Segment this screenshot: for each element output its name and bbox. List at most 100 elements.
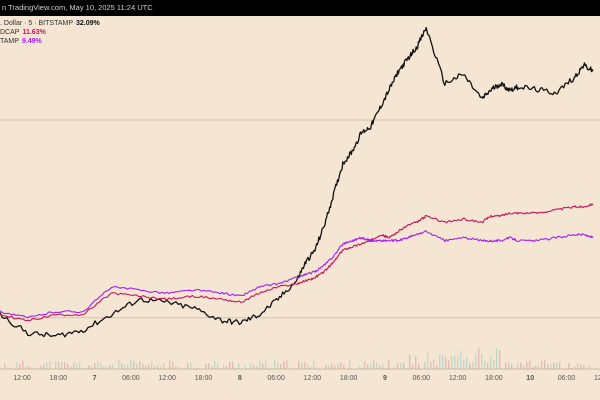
volume-bar bbox=[232, 361, 234, 372]
legend-name-2: TAMP bbox=[0, 38, 19, 45]
volume-bar bbox=[88, 364, 90, 372]
volume-bar bbox=[448, 360, 450, 372]
x-tick-label: 18:00 bbox=[50, 375, 68, 382]
volume-bar bbox=[475, 354, 477, 372]
volume-bar bbox=[121, 363, 123, 372]
volume-bar bbox=[4, 363, 6, 372]
volume-bar bbox=[553, 362, 555, 372]
volume-bar bbox=[415, 356, 417, 372]
volume-bar bbox=[205, 364, 207, 372]
x-tick-label: 12:00 bbox=[13, 375, 31, 382]
volume-bar bbox=[139, 361, 141, 372]
volume-bar bbox=[58, 362, 60, 372]
volume-bar bbox=[340, 361, 342, 372]
volume-bar bbox=[217, 363, 219, 372]
volume-bar bbox=[400, 362, 402, 372]
x-tick-label: 9 bbox=[383, 375, 387, 382]
volume-bar bbox=[412, 364, 414, 372]
volume-bar bbox=[313, 360, 315, 372]
volume-bar bbox=[469, 363, 471, 372]
x-tick-label: 06:00 bbox=[267, 375, 285, 382]
legend: . Dollar · 5 · BITSTAMP 32.09% DCAP 11.63%… bbox=[0, 19, 100, 46]
volume-bar bbox=[100, 362, 102, 372]
x-tick-label: 7 bbox=[93, 375, 97, 382]
x-tick-label: 12:00 bbox=[449, 375, 467, 382]
volume-bar bbox=[388, 360, 390, 372]
volume-bar bbox=[472, 362, 474, 372]
volume-bar bbox=[487, 362, 489, 372]
volume-bar bbox=[493, 359, 495, 372]
volume-bar bbox=[577, 362, 579, 372]
volume-bar bbox=[445, 357, 447, 372]
volume-bar bbox=[520, 362, 522, 372]
volume-bar bbox=[442, 355, 444, 372]
volume-bar bbox=[304, 362, 306, 372]
volume-bar bbox=[325, 364, 327, 372]
volume-bar bbox=[496, 348, 498, 372]
x-tick-label: 06:00 bbox=[558, 375, 576, 382]
x-tick-label: 12:00 bbox=[304, 375, 322, 382]
volume-bar bbox=[517, 362, 519, 372]
volume-bar bbox=[370, 363, 372, 372]
volume-bar bbox=[274, 360, 276, 372]
volume-bar bbox=[367, 363, 369, 372]
series-line-1 bbox=[0, 203, 594, 322]
x-tick-label: 10 bbox=[526, 375, 534, 382]
volume-bar bbox=[337, 363, 339, 372]
volume-bar bbox=[499, 350, 501, 372]
volume-bar bbox=[478, 348, 480, 372]
legend-item-2: TAMP 9.49% bbox=[0, 37, 100, 46]
legend-name-1: DCAP bbox=[0, 29, 20, 36]
volume-bar bbox=[481, 353, 483, 372]
x-tick-label: 18:00 bbox=[195, 375, 213, 382]
series-line-2 bbox=[0, 230, 594, 319]
volume-bar bbox=[79, 362, 81, 372]
volume-bar bbox=[223, 364, 225, 372]
x-tick-label: 18:00 bbox=[485, 375, 503, 382]
volume-bar bbox=[208, 363, 210, 372]
volume-bar bbox=[331, 363, 333, 372]
x-tick-label: 06:00 bbox=[413, 375, 431, 382]
volume-bar bbox=[148, 364, 150, 372]
legend-item-0: . Dollar · 5 · BITSTAMP 32.09% bbox=[0, 19, 100, 28]
volume-bar bbox=[559, 362, 561, 372]
volume-bar bbox=[22, 360, 24, 372]
volume-bar bbox=[439, 354, 441, 372]
volume-bar bbox=[397, 363, 399, 372]
volume-bar bbox=[253, 364, 255, 372]
volume-bar bbox=[505, 362, 507, 372]
volume-bar bbox=[73, 362, 75, 372]
volume-bar bbox=[451, 355, 453, 372]
volume-bar bbox=[76, 363, 78, 372]
volume-bar bbox=[463, 359, 465, 372]
volume-bar bbox=[238, 363, 240, 372]
volume-bar bbox=[427, 352, 429, 372]
volume-bar bbox=[157, 364, 159, 372]
volume-bar bbox=[349, 360, 351, 372]
volume-bar bbox=[301, 362, 303, 372]
volume-bar bbox=[529, 360, 531, 372]
series-line-0 bbox=[0, 26, 594, 338]
volume-bar bbox=[433, 359, 435, 372]
legend-value-0: 32.09% bbox=[76, 20, 100, 27]
volume-bar bbox=[466, 357, 468, 372]
volume-bar bbox=[172, 361, 174, 372]
volume-bar bbox=[277, 362, 279, 372]
volume-bar bbox=[409, 354, 411, 372]
volume-bar bbox=[169, 360, 171, 372]
volume-bar bbox=[94, 363, 96, 372]
legend-item-1: DCAP 11.63% bbox=[0, 28, 100, 37]
volume-bar bbox=[283, 360, 285, 372]
volume-bar bbox=[556, 362, 558, 372]
volume-bar bbox=[250, 363, 252, 372]
volume-bar bbox=[151, 360, 153, 372]
volume-bar bbox=[424, 361, 426, 372]
volume-bar bbox=[127, 364, 129, 372]
volume-bar bbox=[118, 360, 120, 372]
volume-bar bbox=[307, 364, 309, 372]
volume-bar bbox=[286, 360, 288, 372]
volume-bar bbox=[580, 364, 582, 372]
volume-bar bbox=[67, 363, 69, 372]
volume-bar bbox=[550, 363, 552, 372]
